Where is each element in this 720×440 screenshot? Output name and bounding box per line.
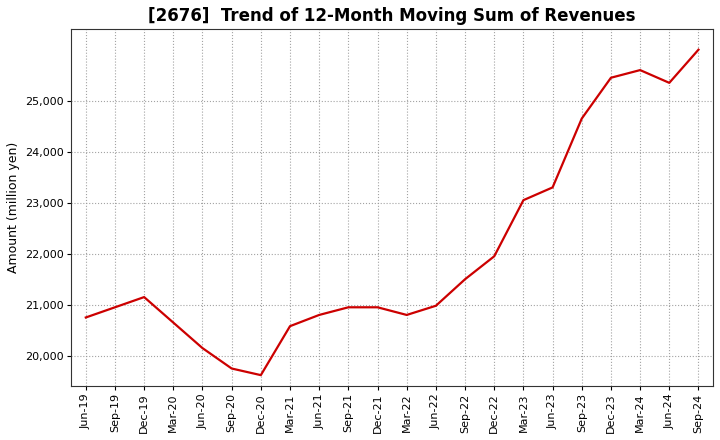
Y-axis label: Amount (million yen): Amount (million yen) — [7, 142, 20, 273]
Title: [2676]  Trend of 12-Month Moving Sum of Revenues: [2676] Trend of 12-Month Moving Sum of R… — [148, 7, 636, 25]
